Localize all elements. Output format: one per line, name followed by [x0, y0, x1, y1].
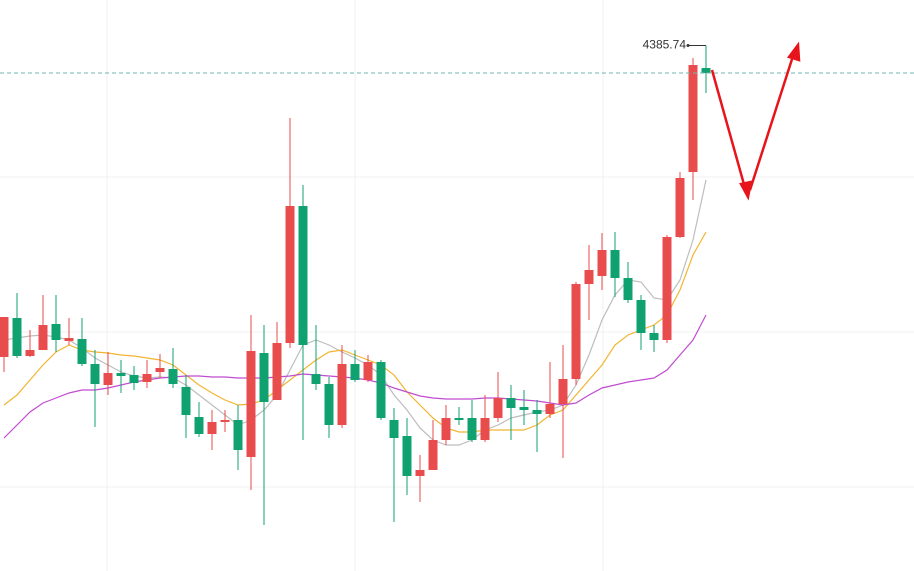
- candle-body: [610, 250, 620, 278]
- arrow-line: [748, 55, 795, 191]
- candle-body: [428, 440, 438, 470]
- candle-body: [389, 420, 399, 438]
- candle-body: [558, 379, 568, 404]
- candle-body: [142, 374, 152, 382]
- candle-body: [571, 284, 581, 379]
- candle-body: [532, 410, 542, 414]
- vertical-grid: [106, 0, 604, 571]
- candle-body: [233, 420, 243, 450]
- candle-body: [350, 364, 360, 380]
- candle-body: [363, 362, 373, 380]
- candle-body: [25, 350, 35, 356]
- candle-body: [623, 278, 633, 300]
- candle-body: [12, 318, 22, 356]
- candle-body: [285, 206, 295, 343]
- candle-body: [38, 325, 48, 350]
- candle-body: [441, 418, 451, 440]
- candle-body: [103, 373, 113, 385]
- candle-body: [64, 338, 74, 341]
- candle-body: [480, 418, 490, 440]
- arrow-line: [710, 69, 747, 189]
- candle-body: [168, 369, 178, 384]
- arrow-head: [786, 41, 801, 62]
- candle-body: [506, 398, 516, 408]
- candle-body: [662, 237, 672, 340]
- high-price-label: 4385.74: [643, 38, 687, 52]
- forecast-arrows: [710, 41, 801, 201]
- candle-body: [701, 68, 711, 73]
- candle-body: [454, 418, 464, 420]
- candle-body: [649, 333, 659, 340]
- candle-body: [129, 375, 139, 383]
- candle-body: [402, 436, 412, 476]
- candle-body: [493, 398, 503, 418]
- candle-body: [415, 470, 425, 476]
- candle-body: [272, 343, 282, 400]
- candle-body: [324, 384, 334, 425]
- candle-body: [194, 417, 204, 434]
- candle-body: [220, 420, 230, 422]
- candle-body: [155, 368, 165, 372]
- candle-body: [246, 351, 256, 457]
- candle-body: [688, 65, 698, 172]
- candle-body: [519, 407, 529, 410]
- candle-body: [636, 300, 646, 333]
- high-marker-dot: [686, 44, 690, 48]
- candle-body: [181, 387, 191, 415]
- candle-body: [51, 324, 61, 340]
- candle-body: [116, 373, 126, 376]
- candle-body: [259, 353, 269, 402]
- candle-body: [0, 317, 9, 357]
- candle-body: [298, 206, 308, 345]
- candle-body: [597, 250, 607, 276]
- candle-body: [545, 404, 555, 414]
- candle-body: [77, 339, 87, 364]
- candle-body: [311, 374, 321, 384]
- plot: 4385.74: [0, 38, 914, 525]
- candle-body: [584, 270, 594, 284]
- candle-body: [376, 362, 386, 418]
- candle-body: [207, 422, 217, 434]
- candle-body: [675, 178, 685, 237]
- candle-body: [90, 364, 100, 384]
- candle-body: [337, 364, 347, 425]
- candle-body: [467, 418, 477, 440]
